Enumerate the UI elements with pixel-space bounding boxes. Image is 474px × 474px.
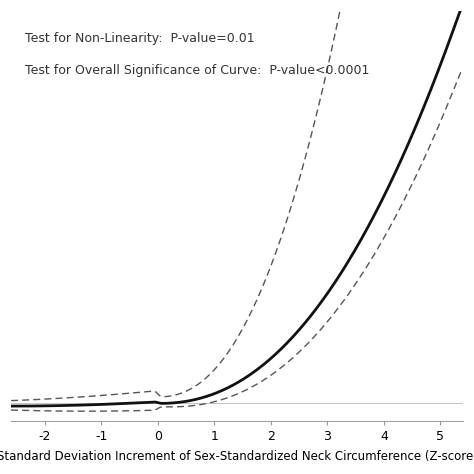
X-axis label: Standard Deviation Increment of Sex-Standardized Neck Circumference (Z-score): Standard Deviation Increment of Sex-Stan…	[0, 450, 474, 463]
Text: Test for Non-Linearity:  P-value=0.01: Test for Non-Linearity: P-value=0.01	[25, 32, 254, 45]
Text: Test for Overall Significance of Curve:  P-value<0.0001: Test for Overall Significance of Curve: …	[25, 64, 369, 77]
